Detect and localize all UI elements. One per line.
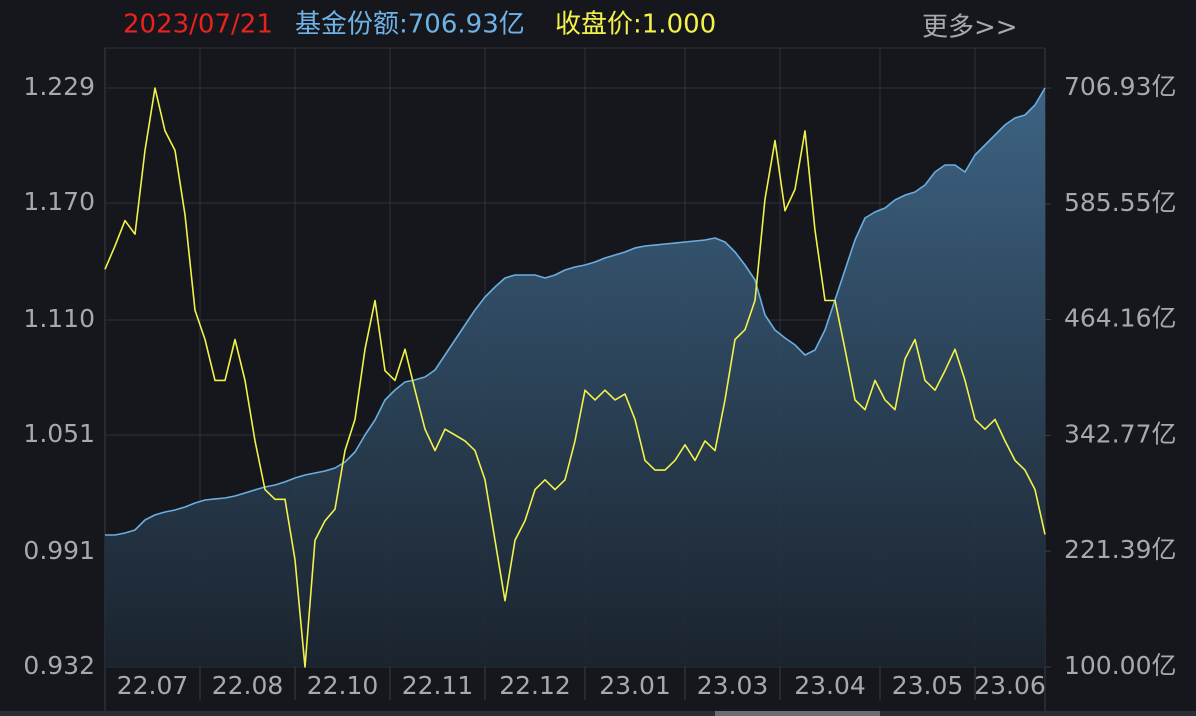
x-tick-label: 23.01 bbox=[599, 671, 671, 700]
scrollbar-thumb[interactable] bbox=[715, 711, 880, 716]
x-tick-label: 22.12 bbox=[499, 671, 571, 700]
y-tick-label: 1.229 bbox=[23, 72, 95, 101]
more-button[interactable]: 更多>> bbox=[922, 13, 1018, 43]
scrollbar-track[interactable] bbox=[0, 711, 1196, 716]
share-line bbox=[105, 87, 1046, 536]
y-tick-label: 0.991 bbox=[23, 536, 95, 565]
x-tick-label: 23.06 bbox=[974, 671, 1046, 700]
share-label: 基金份额:706.93亿 bbox=[295, 10, 525, 40]
y2-tick-label: 221.39亿 bbox=[1064, 535, 1176, 564]
x-tick-label: 22.07 bbox=[117, 671, 189, 700]
y-tick-label: 1.051 bbox=[23, 419, 95, 448]
y2-tick-label: 100.00亿 bbox=[1064, 651, 1176, 680]
y2-tick-label: 342.77亿 bbox=[1064, 419, 1176, 448]
y2-tick-label: 706.93亿 bbox=[1064, 72, 1176, 101]
x-tick-label: 22.08 bbox=[212, 671, 284, 700]
y-tick-label: 1.170 bbox=[23, 187, 95, 216]
y-tick-label: 1.110 bbox=[23, 304, 95, 333]
y2-tick-label: 585.55亿 bbox=[1064, 188, 1176, 217]
close-line bbox=[104, 87, 1046, 668]
x-tick-label: 22.10 bbox=[307, 671, 379, 700]
close-label: 收盘价:1.000 bbox=[555, 10, 716, 40]
y-tick-label: 0.932 bbox=[23, 651, 95, 680]
y2-tick-label: 464.16亿 bbox=[1064, 304, 1176, 333]
x-tick-label: 23.03 bbox=[697, 671, 769, 700]
x-tick-label: 22.11 bbox=[402, 671, 474, 700]
x-tick-label: 23.05 bbox=[892, 671, 964, 700]
x-tick-label: 23.04 bbox=[794, 671, 866, 700]
share-area bbox=[105, 88, 1045, 667]
date-label: 2023/07/21 bbox=[123, 10, 273, 40]
